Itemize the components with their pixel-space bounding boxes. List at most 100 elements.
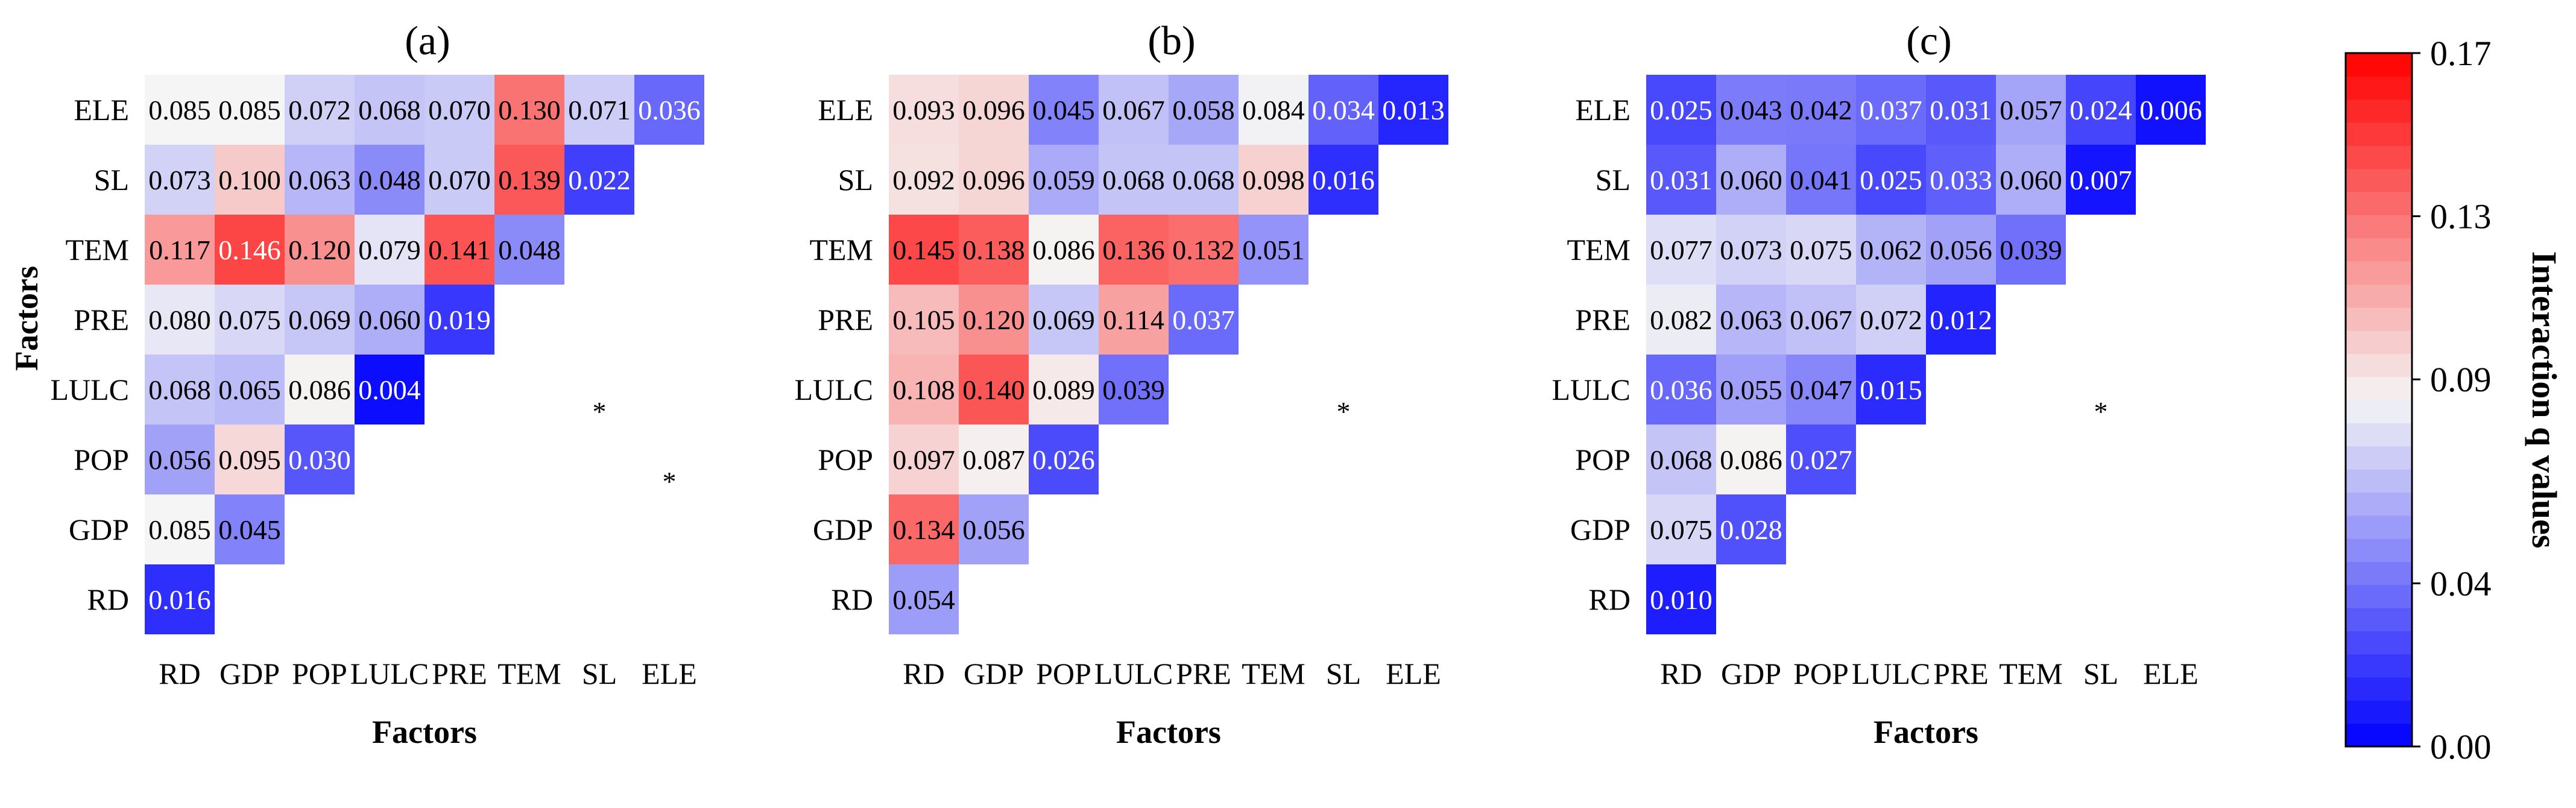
cell-value-label: 0.082 [1650,305,1713,335]
cell-value-label: 0.054 [892,584,955,615]
x-tick-label: PRE [1176,657,1231,690]
cell-value-label: 0.073 [148,165,211,195]
colorbar-step [2346,654,2412,678]
heatmap-cell [1099,285,1169,355]
heatmap-cell [215,75,285,145]
heatmap-cell [959,285,1029,355]
cell-value-label: 0.105 [892,305,955,335]
heatmap-cell [215,145,285,215]
heatmap-cell [425,75,494,145]
heatmap-cell [1786,425,1856,494]
cell-value-label: 0.016 [1312,165,1375,195]
cell-value-label: 0.065 [218,374,281,405]
heatmap-cell [889,355,959,425]
heatmap-cell [215,215,285,285]
cell-value-label: 0.075 [1650,514,1713,545]
cell-value-label: 0.037 [1172,305,1235,335]
heatmap-cell [1099,75,1169,145]
x-tick-label: GDP [219,657,280,690]
colorbar-step [2346,261,2412,285]
heatmap-cell [959,494,1029,564]
heatmap-cell [1996,215,2066,285]
cell-value-label: 0.096 [962,95,1025,125]
cell-value-label: 0.039 [2000,235,2062,265]
cell-value-label: 0.028 [1720,514,1782,545]
heatmap-cell [1169,145,1239,215]
heatmap-cell [1716,425,1786,494]
cell-value-label: 0.059 [1032,165,1095,195]
panel-title: (b) [1148,17,1195,63]
cell-value-label: 0.145 [892,235,955,265]
colorbar-step [2346,192,2412,215]
cell-value-label: 0.085 [218,95,281,125]
cell-value-label: 0.025 [1860,165,1922,195]
cell-value-label: 0.048 [498,235,561,265]
colorbar-step [2346,99,2412,123]
heatmap-cell [1646,564,1716,634]
cell-value-label: 0.146 [218,235,281,265]
cell-value-label: 0.012 [1930,305,1992,335]
cell-value-label: 0.085 [148,514,211,545]
heatmap-cell [1926,75,1996,145]
x-tick-label: PRE [1933,657,1989,690]
heatmap-cell [1716,355,1786,425]
heatmap-cell [1029,285,1099,355]
colorbar-step [2346,700,2412,724]
significance-mark: * [1337,396,1351,427]
heatmap-cell [425,215,494,285]
heatmap-cell [494,145,564,215]
colorbar-step [2346,168,2412,192]
cell-value-label: 0.030 [288,444,351,475]
colorbar-step [2346,469,2412,493]
x-tick-label: PRE [432,657,487,690]
cell-value-label: 0.067 [1790,305,1852,335]
heatmap-cell [564,145,634,215]
heatmap-cell [1099,145,1169,215]
cell-value-label: 0.068 [358,95,421,125]
colorbar-step [2346,122,2412,146]
heatmap-cell [889,145,959,215]
heatmap-cell [1856,215,1926,285]
colorbar-step [2346,53,2412,77]
heatmap-cell [1169,215,1239,285]
heatmap-cell [959,425,1029,494]
y-tick-label: RD [1589,582,1631,616]
heatmap-cell [1786,215,1856,285]
heatmap-cell [2066,145,2136,215]
heatmap-cell [889,215,959,285]
cell-value-label: 0.100 [218,165,281,195]
heatmap-cell [145,494,215,564]
cell-value-label: 0.072 [1860,305,1922,335]
heatmap-cell [959,355,1029,425]
x-tick-label: SL [1326,657,1361,690]
cell-value-label: 0.055 [1720,374,1782,405]
y-tick-label: PRE [74,303,129,336]
significance-mark: * [663,466,677,497]
cell-value-label: 0.010 [1650,584,1713,615]
heatmap-cell [1716,494,1786,564]
cell-value-label: 0.098 [1242,165,1305,195]
cell-value-label: 0.068 [148,374,211,405]
x-axis-label: Factors [372,714,477,750]
colorbar-step [2346,353,2412,377]
y-tick-label: TEM [1567,233,1631,267]
significance-mark: * [593,396,607,427]
heatmap-cell [145,285,215,355]
cell-value-label: 0.031 [1930,95,1992,125]
x-axis-label: Factors [1874,714,1978,750]
heatmap-cell [1716,75,1786,145]
cell-value-label: 0.041 [1790,165,1852,195]
heatmap-cell [1856,285,1926,355]
y-tick-label: GDP [69,513,129,546]
y-tick-label: PRE [818,303,873,336]
heatmap-cell [1646,75,1716,145]
colorbar-step [2346,423,2412,447]
heatmap-cell [1646,425,1716,494]
significance-mark: * [2094,396,2108,427]
heatmap-cell [1029,425,1099,494]
colorbar-step [2346,561,2412,585]
cell-value-label: 0.045 [1032,95,1095,125]
